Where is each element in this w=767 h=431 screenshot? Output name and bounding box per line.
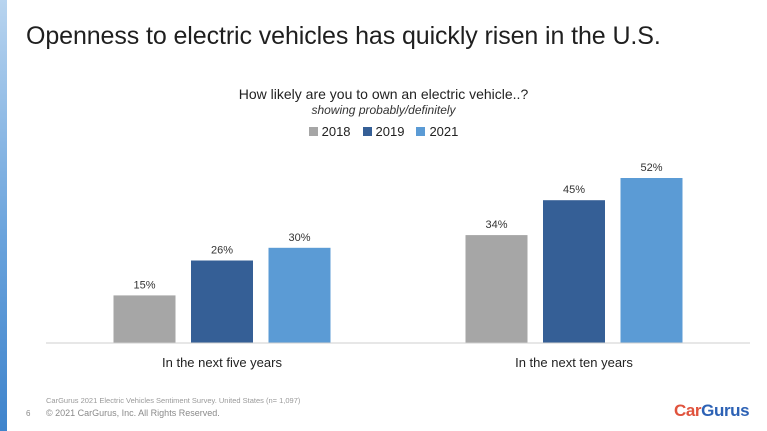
data-label-2019-in-the-next-ten-years: 45% xyxy=(563,184,585,196)
source-note: CarGurus 2021 Electric Vehicles Sentimen… xyxy=(46,396,301,405)
chart-legend: 2018 2019 2021 xyxy=(0,124,767,139)
cargurus-logo: CarGurus xyxy=(674,401,750,421)
chart-subtitle: showing probably/definitely xyxy=(311,103,456,117)
legend-label-2021: 2021 xyxy=(429,124,459,139)
legend-label-2019: 2019 xyxy=(375,124,405,139)
data-label-2018-in-the-next-five-years: 15% xyxy=(133,279,155,291)
legend-swatch-2019 xyxy=(362,127,372,136)
logo-text-gurus: Gurus xyxy=(701,401,750,420)
bar-2018-in-the-next-five-years xyxy=(113,295,176,343)
bar-2019-in-the-next-ten-years xyxy=(543,200,605,343)
bar-2019-in-the-next-five-years xyxy=(191,260,253,343)
legend-item-2018: 2018 xyxy=(308,124,351,139)
page-number: 6 xyxy=(26,409,31,418)
data-label-2021-in-the-next-five-years: 30% xyxy=(288,232,310,244)
data-label-2018-in-the-next-ten-years: 34% xyxy=(485,219,507,231)
legend-swatch-2018 xyxy=(308,127,318,136)
bar-2018-in-the-next-ten-years xyxy=(465,235,528,343)
slide-title: Openness to electric vehicles has quickl… xyxy=(26,22,661,50)
data-label-2019-in-the-next-five-years: 26% xyxy=(211,245,233,257)
legend-item-2021: 2021 xyxy=(416,124,458,139)
legend-swatch-2021 xyxy=(416,127,426,136)
copyright-text: © 2021 CarGurus, Inc. All Rights Reserve… xyxy=(46,408,220,418)
category-label: In the next five years xyxy=(162,355,282,370)
chart-title: How likely are you to own an electric ve… xyxy=(238,86,529,102)
legend-item-2019: 2019 xyxy=(362,124,405,139)
category-label: In the next ten years xyxy=(515,355,633,370)
data-label-2021-in-the-next-ten-years: 52% xyxy=(640,162,662,174)
legend-label-2018: 2018 xyxy=(321,124,351,139)
bar-2021-in-the-next-ten-years xyxy=(620,178,683,343)
bar-2021-in-the-next-five-years xyxy=(268,247,331,343)
logo-text-car: Car xyxy=(674,401,702,420)
left-accent-bar xyxy=(0,0,7,431)
